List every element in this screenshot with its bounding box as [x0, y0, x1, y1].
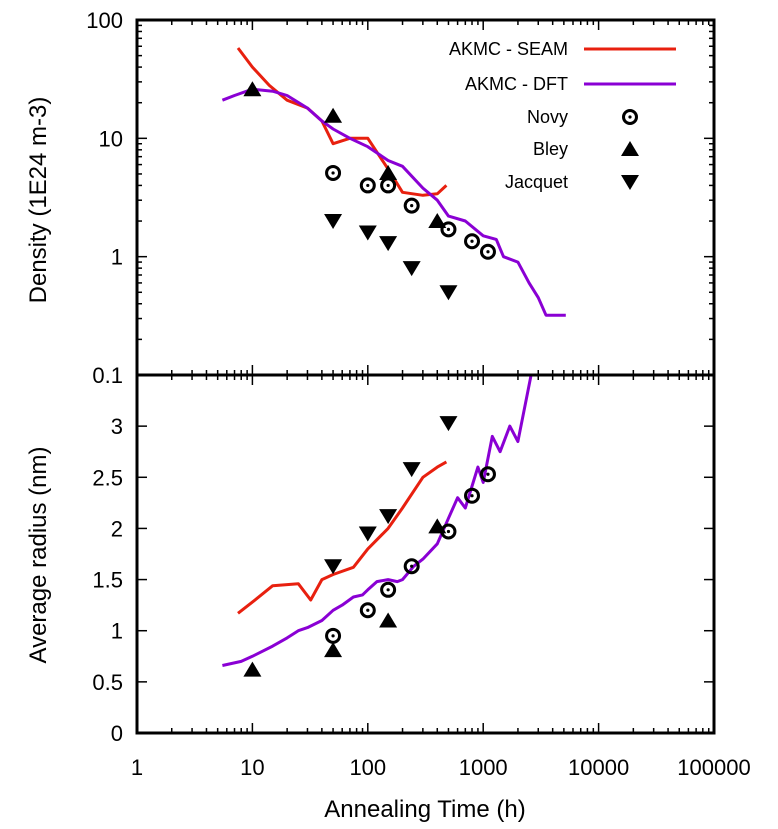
legend-marker-bley: [621, 141, 639, 156]
radius-plot-area: [222, 375, 533, 677]
radius-y-tick-label: 0: [111, 721, 123, 746]
legend-label-akmc-dft: AKMC - DFT: [465, 74, 568, 94]
density-point-novy: [325, 164, 342, 181]
legend: AKMC - SEAM AKMC - DFT Novy Bley Jacquet: [449, 39, 676, 192]
radius-point-jacquet: [324, 559, 343, 575]
radius-point-novy: [325, 627, 342, 644]
density-point-jacquet: [439, 285, 458, 301]
radius-point-jacquet: [379, 509, 398, 525]
radius-point-bley: [243, 661, 262, 677]
density-point-jacquet: [402, 261, 421, 277]
density-point-bley: [324, 107, 343, 123]
density-y-tick-label: 1: [111, 245, 123, 270]
radius-point-novy: [359, 602, 376, 619]
x-tick-label: 1000: [459, 755, 508, 780]
radius-point-novy: [479, 466, 496, 483]
radius-y-tick-label: 1: [111, 619, 123, 644]
x-tick-label: 10: [240, 755, 264, 780]
density-point-jacquet: [358, 225, 377, 241]
legend-marker-jacquet: [621, 175, 639, 190]
radius-point-jacquet: [402, 462, 421, 478]
x-tick-label: 1: [131, 755, 143, 780]
density-point-novy: [479, 243, 496, 260]
radius-panel: 0 0.5 1 1.5 2 2.5 3 1 10 100 1000 10000 100000: [92, 373, 751, 780]
radius-point-jacquet: [439, 416, 458, 432]
density-series-akmc-dft: [221, 87, 566, 317]
density-point-bley: [243, 81, 262, 97]
radius-point-bley: [379, 612, 398, 628]
legend-label-novy: Novy: [527, 107, 568, 127]
density-y-tick-label: 100: [86, 8, 123, 33]
density-point-novy: [380, 177, 397, 194]
density-point-bley: [428, 213, 447, 229]
radius-series-akmc-dft: [222, 375, 533, 667]
radius-plot-frame: [135, 373, 716, 735]
x-tick-label: 100000: [677, 755, 750, 780]
radius-point-jacquet: [358, 526, 377, 542]
density-point-jacquet: [379, 236, 398, 252]
density-point-novy: [403, 197, 420, 214]
radius-point-bley: [428, 518, 447, 534]
radius-point-novy: [403, 558, 420, 575]
legend-marker-novy: [622, 109, 638, 125]
density-plot-frame: [135, 18, 716, 377]
radius-y-tick-label: 2.5: [92, 465, 123, 490]
radius-point-novy: [464, 487, 481, 504]
density-y-tick-label: 10: [99, 126, 123, 151]
density-panel: 0.1 1 10 100: [86, 8, 716, 388]
density-series-akmc-seam: [236, 47, 448, 197]
legend-label-akmc-seam: AKMC - SEAM: [449, 39, 568, 59]
density-point-bley: [379, 164, 398, 180]
radius-y-axis-title: Average radius (nm): [25, 447, 52, 664]
legend-label-jacquet: Jacquet: [505, 172, 568, 192]
x-tick-label: 10000: [568, 755, 629, 780]
radius-y-tick-label: 0.5: [92, 670, 123, 695]
density-point-novy: [464, 233, 481, 250]
density-plot-area: [221, 47, 566, 317]
density-point-novy: [359, 177, 376, 194]
legend-label-bley: Bley: [533, 139, 568, 159]
radius-y-tick-label: 2: [111, 516, 123, 541]
density-y-axis-title: Density (1E24 m-3): [25, 97, 52, 304]
x-axis-title: Annealing Time (h): [324, 796, 525, 823]
radius-series-akmc-seam: [237, 460, 448, 615]
radius-point-bley: [324, 642, 343, 658]
x-tick-label: 100: [349, 755, 386, 780]
radius-y-tick-label: 3: [111, 414, 123, 439]
radius-y-tick-label: 1.5: [92, 568, 123, 593]
radius-point-novy: [380, 581, 397, 598]
density-point-jacquet: [324, 214, 343, 230]
density-point-novy: [440, 221, 457, 238]
density-y-tick-label: 0.1: [92, 363, 123, 388]
